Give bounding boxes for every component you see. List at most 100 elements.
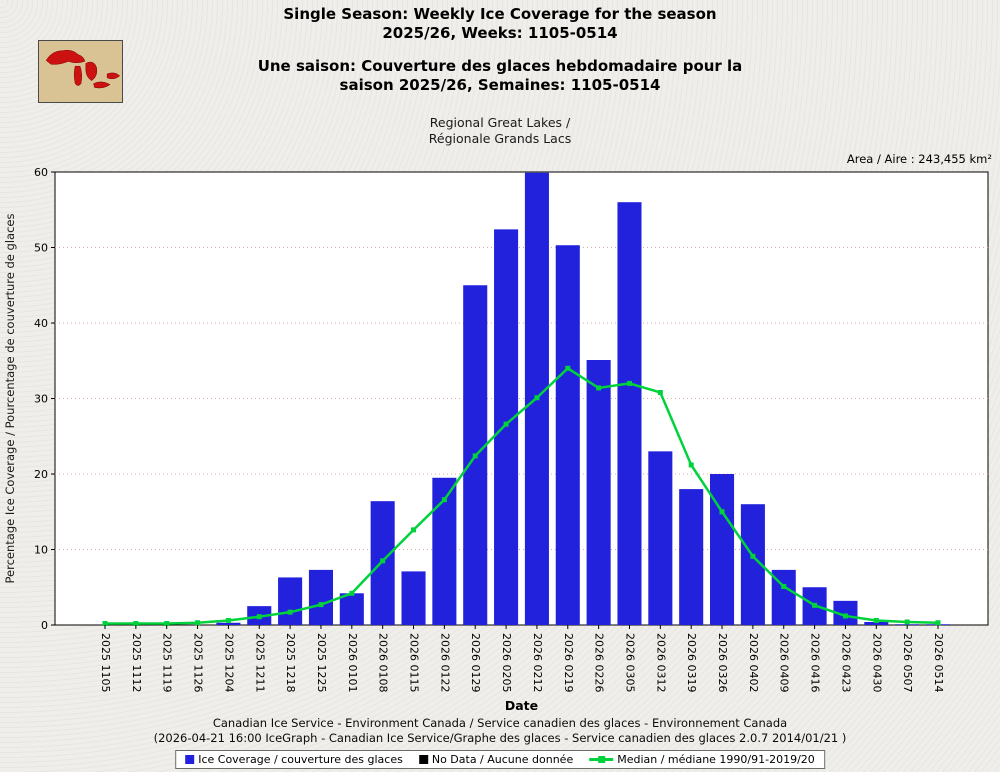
- title-french: Une saison: Couverture des glaces hebdom…: [0, 57, 1000, 95]
- ice-coverage-bar: [648, 451, 673, 625]
- ice-coverage-bar: [494, 229, 519, 625]
- median-marker: [133, 620, 139, 626]
- median-marker: [102, 620, 108, 626]
- median-marker: [781, 583, 787, 589]
- median-marker: [904, 619, 910, 625]
- chart-legend: Ice Coverage / couverture des glaces No …: [175, 750, 825, 769]
- ice-coverage-bar: [278, 577, 303, 625]
- x-tick-label: 2025 1119: [161, 633, 174, 693]
- median-marker: [503, 421, 509, 427]
- median-marker: [657, 389, 663, 395]
- median-line-swatch-icon: [589, 756, 614, 763]
- x-tick-label: 2025 1126: [192, 633, 205, 693]
- ice-coverage-bar: [555, 245, 580, 626]
- median-marker: [256, 614, 262, 620]
- x-tick-label: 2025 1204: [222, 633, 235, 693]
- legend-item-no-data: No Data / Aucune donnée: [418, 753, 574, 766]
- x-tick-label: 2026 0416: [809, 633, 822, 693]
- x-tick-label: 2025 1105: [99, 633, 112, 693]
- x-tick-label: 2026 0409: [778, 633, 791, 693]
- ice-coverage-bar: [432, 477, 457, 625]
- y-axis-title: Percentage Ice Coverage / Pourcentage de…: [3, 214, 17, 584]
- x-tick-label: 2026 0423: [839, 633, 852, 693]
- x-tick-label: 2026 0312: [654, 633, 667, 693]
- ice-coverage-bar: [339, 593, 364, 625]
- x-tick-label: 2026 0305: [623, 633, 636, 693]
- plot-area: [54, 171, 989, 626]
- median-marker: [935, 620, 941, 626]
- y-tick-label: 40: [34, 317, 48, 330]
- legend-label-no-data: No Data / Aucune donnée: [431, 753, 574, 766]
- footer-credit: Canadian Ice Service - Environment Canad…: [212, 716, 788, 730]
- ice-coverage-bar: [864, 621, 889, 625]
- ice-coverage-bar: [895, 624, 920, 625]
- chart-container: 0 10 20 30 40 50 60 2025 1105 2025 1112 2025 1119…: [0, 165, 1000, 713]
- median-marker: [873, 617, 879, 623]
- median-marker: [411, 527, 417, 533]
- median-marker: [287, 609, 293, 615]
- x-tick-label: 2026 0129: [469, 633, 482, 693]
- y-tick-label: 60: [34, 166, 48, 179]
- ice-coverage-bar: [679, 489, 704, 625]
- title-english: Single Season: Weekly Ice Coverage for t…: [0, 5, 1000, 43]
- median-marker: [688, 462, 694, 468]
- median-marker: [596, 385, 602, 391]
- x-tick-label: 2026 0326: [716, 633, 729, 693]
- x-tick-label: 2026 0402: [747, 633, 760, 693]
- legend-label-ice-coverage: Ice Coverage / couverture des glaces: [198, 753, 403, 766]
- median-marker: [719, 509, 725, 515]
- x-tick-label: 2026 0108: [377, 633, 390, 693]
- x-tick-label: 2026 0122: [438, 633, 451, 693]
- median-marker: [225, 617, 231, 623]
- great-lakes-map-icon: [39, 41, 122, 102]
- great-lakes-logo: [38, 40, 123, 103]
- ice-coverage-bar: [710, 474, 735, 625]
- x-tick-label: 2026 0507: [901, 633, 914, 693]
- ice-chart-svg: 0 10 20 30 40 50 60 2025 1105 2025 1112 2025 1119…: [3, 166, 989, 713]
- title-french-line2: saison 2025/26, Semaines: 1105-0514: [339, 76, 661, 94]
- title-english-line1: Single Season: Weekly Ice Coverage for t…: [283, 5, 717, 23]
- x-tick-label: 2026 0205: [500, 633, 513, 693]
- y-tick-label: 0: [41, 619, 48, 632]
- area-label: Area / Aire : 243,455 km²: [846, 152, 992, 166]
- x-tick-label: 2025 1225: [315, 633, 328, 693]
- y-tick-label: 10: [34, 544, 48, 557]
- median-marker: [534, 395, 540, 401]
- median-dot-icon: [598, 756, 606, 763]
- title-english-line2: 2025/26, Weeks: 1105-0514: [382, 24, 618, 42]
- ice-coverage-bar: [586, 359, 611, 625]
- x-tick-label: 2026 0514: [932, 633, 945, 693]
- median-marker: [441, 497, 447, 503]
- ice-coverage-bar: [401, 571, 426, 625]
- x-tick-label: 2025 1211: [253, 633, 266, 693]
- legend-item-median: Median / médiane 1990/91-2019/20: [589, 753, 815, 766]
- x-tick-label: 2026 0430: [870, 633, 883, 693]
- footer-version: (2026-04-21 16:00 IceGraph - Canadian Ic…: [153, 731, 847, 745]
- median-marker: [349, 590, 355, 596]
- x-tick-label: 2025 1112: [130, 633, 143, 693]
- x-tick-label: 2026 0219: [562, 633, 575, 693]
- median-marker: [842, 613, 848, 619]
- ice-coverage-bar: [308, 569, 333, 625]
- chart-subtitle-line2: Régionale Grands Lacs: [428, 131, 572, 146]
- median-marker: [164, 620, 170, 626]
- median-line: [105, 367, 939, 625]
- median-marker: [565, 365, 571, 371]
- median-marker: [380, 558, 386, 564]
- y-tick-label: 30: [34, 393, 48, 406]
- ice-coverage-bar: [216, 622, 241, 625]
- title-french-line1: Une saison: Couverture des glaces hebdom…: [257, 57, 743, 75]
- chart-subtitle-line1: Regional Great Lakes /: [429, 115, 571, 130]
- median-marker: [812, 602, 818, 608]
- x-tick-label: 2025 1218: [284, 633, 297, 693]
- y-tick-label: 20: [34, 468, 48, 481]
- median-marker: [195, 620, 201, 626]
- median-marker: [318, 602, 324, 608]
- x-tick-label: 2026 0212: [531, 633, 544, 693]
- median-marker: [626, 380, 632, 386]
- legend-label-median: Median / médiane 1990/91-2019/20: [617, 753, 815, 766]
- median-marker: [750, 553, 756, 559]
- no-data-swatch-icon: [418, 755, 428, 764]
- ice-coverage-bar: [617, 202, 642, 625]
